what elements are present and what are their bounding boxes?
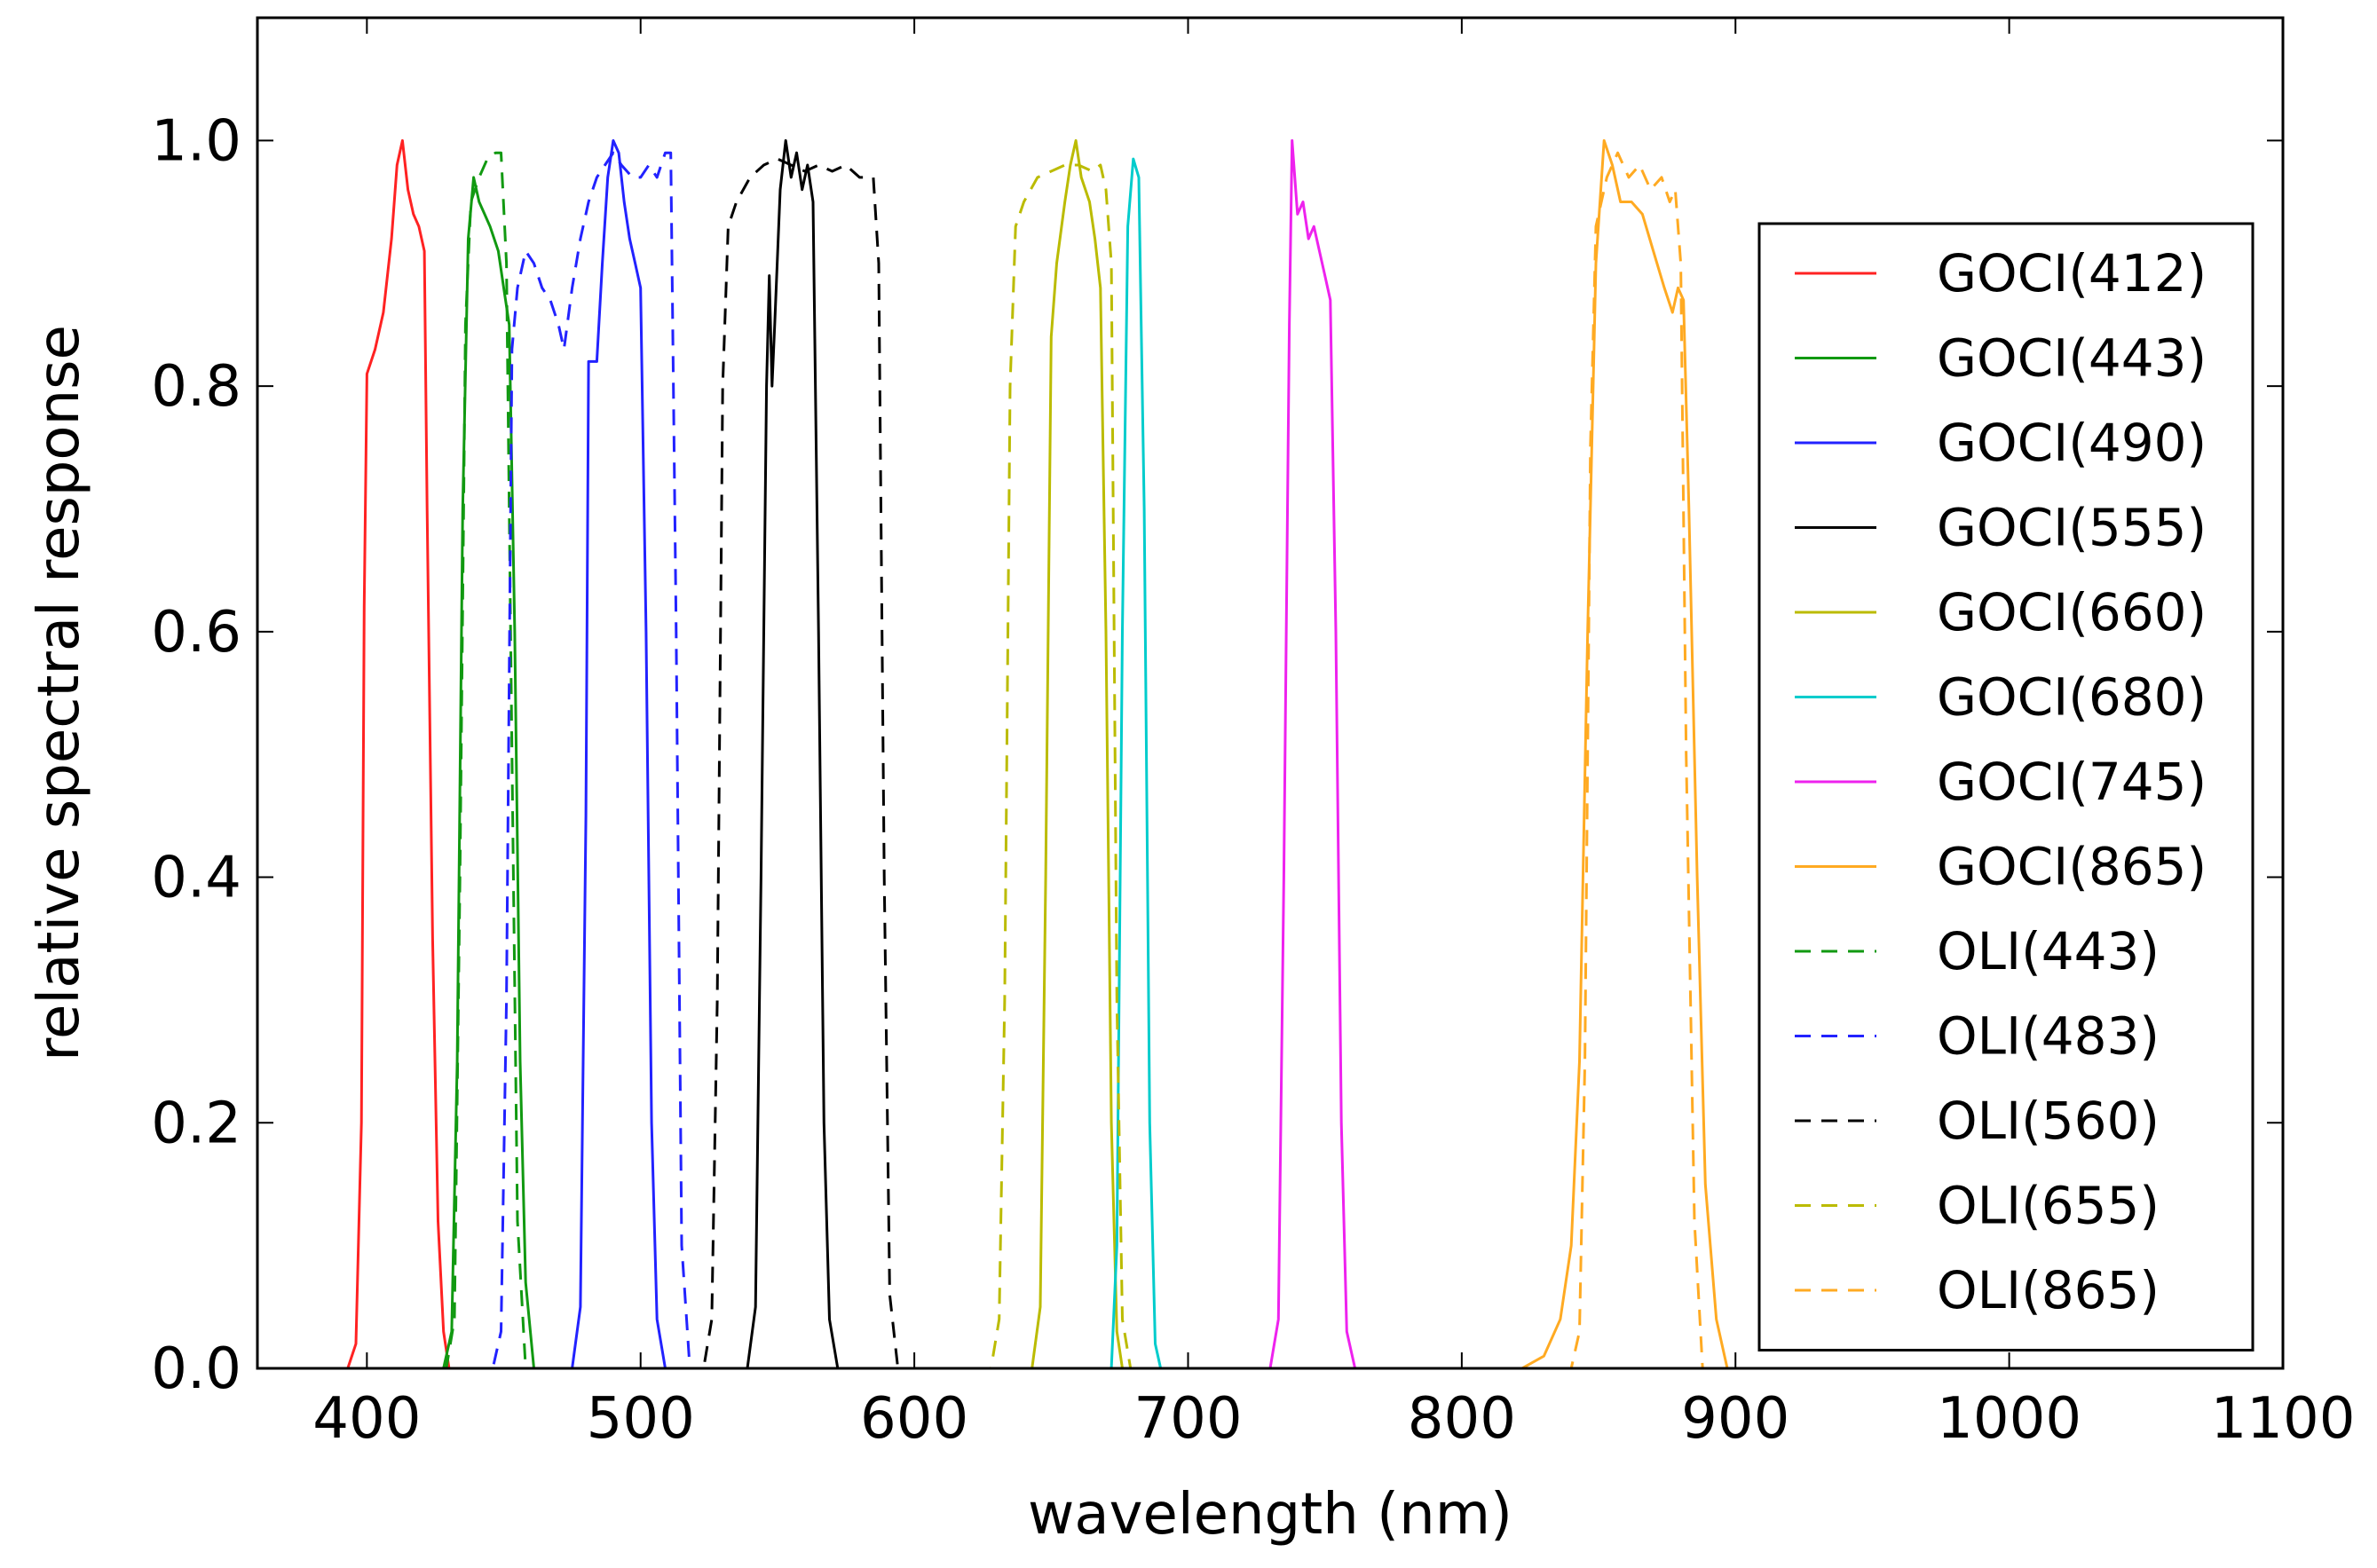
legend-box — [1757, 222, 2255, 1351]
series-line-oli-865 — [257, 151, 2283, 1368]
x-tick-label: 1100 — [2211, 1386, 2356, 1452]
y-tick-label: 0.0 — [151, 1336, 241, 1402]
legend-label: GOCI(490) — [1937, 413, 2207, 473]
legend-label: GOCI(412) — [1937, 243, 2207, 303]
legend-label: GOCI(443) — [1937, 328, 2207, 389]
legend-label: OLI(865) — [1937, 1260, 2160, 1320]
y-tick-label: 0.6 — [151, 600, 241, 666]
legend-label: OLI(483) — [1937, 1006, 2160, 1067]
series-line-goci-865 — [257, 138, 2283, 1368]
x-tick-label: 600 — [860, 1386, 968, 1452]
y-tick-labels: 0.0 0.2 0.4 0.6 0.8 1.0 — [151, 108, 241, 1402]
series-line-oli-483 — [257, 151, 2283, 1368]
series-line-oli-443 — [257, 151, 2283, 1368]
x-axis-label: wavelength (nm) — [1028, 1482, 1512, 1548]
series-line-goci-745 — [257, 138, 2283, 1368]
legend-label: GOCI(680) — [1937, 667, 2207, 728]
x-tick-labels: 400 500 600 700 800 900 1000 1100 — [312, 1386, 2355, 1452]
x-tick-label: 700 — [1133, 1386, 1242, 1452]
series-line-oli-560 — [257, 157, 2283, 1368]
legend-label: OLI(655) — [1937, 1176, 2160, 1236]
series-line-goci-443 — [257, 176, 2283, 1368]
y-tick-label: 1.0 — [151, 108, 241, 174]
plot-frame — [256, 16, 2285, 1370]
legend-label: OLI(443) — [1937, 921, 2160, 981]
legend: GOCI(412) GOCI(443) GOCI(490) GOCI(555) GOCI… — [1757, 222, 2255, 1351]
series-line-goci-660 — [257, 138, 2283, 1368]
y-tick-label: 0.8 — [151, 354, 241, 420]
series-line-goci-412 — [257, 138, 2283, 1368]
x-tick-label: 1000 — [1937, 1386, 2081, 1452]
legend-label: GOCI(865) — [1937, 837, 2207, 897]
series-line-goci-680 — [257, 157, 2283, 1368]
y-axis-label: relative spectral response — [27, 325, 92, 1061]
x-tick-label: 900 — [1681, 1386, 1789, 1452]
y-tick-label: 0.2 — [151, 1091, 241, 1156]
x-tick-label: 800 — [1408, 1386, 1516, 1452]
series-line-goci-555 — [257, 138, 2283, 1368]
legend-label: GOCI(745) — [1937, 752, 2207, 812]
series-layer — [257, 138, 2283, 1368]
legend-label: GOCI(555) — [1937, 498, 2207, 558]
x-tick-label: 500 — [587, 1386, 695, 1452]
legend-label: GOCI(660) — [1937, 582, 2207, 642]
y-tick-label: 0.4 — [151, 846, 241, 911]
legend-label: OLI(560) — [1937, 1091, 2160, 1151]
series-line-goci-490 — [257, 138, 2283, 1368]
x-tick-label: 400 — [312, 1386, 421, 1452]
series-line-oli-655 — [257, 163, 2283, 1368]
